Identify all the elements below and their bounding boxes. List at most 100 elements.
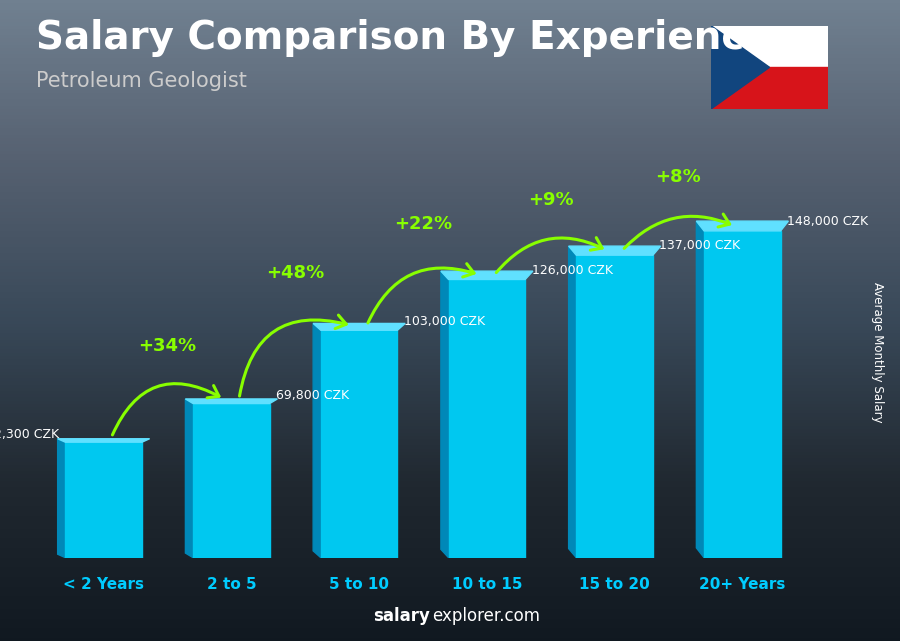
Bar — [0, 449, 900, 452]
Bar — [0, 189, 900, 192]
Bar — [0, 471, 900, 474]
Bar — [0, 224, 900, 228]
Bar — [0, 500, 900, 503]
Bar — [0, 272, 900, 276]
Bar — [0, 548, 900, 551]
Bar — [0, 478, 900, 481]
Bar — [0, 199, 900, 202]
Bar — [0, 503, 900, 506]
Bar — [0, 583, 900, 587]
Polygon shape — [58, 438, 66, 558]
Bar — [0, 378, 900, 381]
Bar — [0, 526, 900, 529]
Bar — [0, 587, 900, 590]
Bar — [0, 244, 900, 247]
Bar — [0, 128, 900, 131]
Bar — [0, 484, 900, 487]
Bar — [0, 404, 900, 407]
Bar — [0, 570, 900, 574]
Bar — [0, 16, 900, 19]
Bar — [0, 231, 900, 234]
Bar — [0, 45, 900, 48]
Bar — [0, 103, 900, 106]
Bar — [0, 29, 900, 32]
Bar — [0, 593, 900, 596]
Bar — [0, 538, 900, 542]
Bar — [0, 337, 900, 340]
Polygon shape — [697, 221, 788, 231]
Bar — [0, 369, 900, 372]
Polygon shape — [185, 399, 277, 404]
Bar — [0, 388, 900, 391]
Bar — [0, 301, 900, 304]
Text: explorer.com: explorer.com — [432, 607, 540, 625]
Bar — [0, 87, 900, 90]
Bar — [0, 638, 900, 641]
Bar — [0, 54, 900, 58]
Bar — [0, 170, 900, 173]
Bar — [0, 333, 900, 337]
Bar — [0, 574, 900, 577]
FancyArrowPatch shape — [368, 263, 474, 323]
Bar — [0, 38, 900, 42]
Polygon shape — [194, 404, 270, 558]
Polygon shape — [569, 246, 576, 558]
Bar — [0, 269, 900, 272]
FancyArrowPatch shape — [112, 383, 219, 435]
Bar — [0, 465, 900, 468]
Bar — [0, 455, 900, 458]
Bar — [0, 237, 900, 240]
Bar — [0, 308, 900, 311]
Bar — [0, 74, 900, 77]
Bar — [0, 285, 900, 288]
Bar — [0, 359, 900, 362]
Polygon shape — [441, 271, 448, 558]
Bar — [0, 311, 900, 314]
Bar — [0, 147, 900, 151]
Bar — [0, 619, 900, 622]
Text: 5 to 10: 5 to 10 — [329, 577, 389, 592]
Bar — [0, 535, 900, 538]
Bar — [0, 490, 900, 494]
Bar — [0, 256, 900, 260]
Text: +22%: +22% — [394, 215, 452, 233]
Bar — [0, 234, 900, 237]
Bar — [0, 567, 900, 570]
Text: salary: salary — [374, 607, 430, 625]
Bar — [0, 215, 900, 218]
Bar — [0, 458, 900, 462]
Bar — [0, 462, 900, 465]
Bar — [0, 340, 900, 343]
Bar — [0, 324, 900, 327]
Bar — [0, 433, 900, 436]
Bar — [0, 266, 900, 269]
Bar — [0, 96, 900, 99]
Bar — [0, 320, 900, 324]
Bar — [0, 304, 900, 308]
Bar — [0, 468, 900, 471]
Bar — [0, 10, 900, 13]
Polygon shape — [320, 330, 398, 558]
Bar — [0, 365, 900, 369]
Bar — [0, 13, 900, 16]
Text: +48%: +48% — [266, 264, 324, 282]
Bar — [0, 64, 900, 67]
Polygon shape — [441, 271, 533, 279]
Bar — [0, 112, 900, 115]
Text: +34%: +34% — [139, 337, 196, 355]
Bar — [0, 26, 900, 29]
Bar — [0, 58, 900, 61]
Text: Average Monthly Salary: Average Monthly Salary — [871, 282, 884, 423]
Bar — [0, 279, 900, 282]
Text: 15 to 20: 15 to 20 — [580, 577, 650, 592]
Polygon shape — [313, 324, 405, 330]
Bar — [0, 144, 900, 147]
Bar — [0, 519, 900, 522]
Bar — [0, 394, 900, 397]
Bar — [0, 48, 900, 51]
Bar — [0, 577, 900, 580]
Bar — [0, 516, 900, 519]
Bar — [0, 276, 900, 279]
Text: Petroleum Geologist: Petroleum Geologist — [36, 71, 247, 90]
Bar — [0, 71, 900, 74]
